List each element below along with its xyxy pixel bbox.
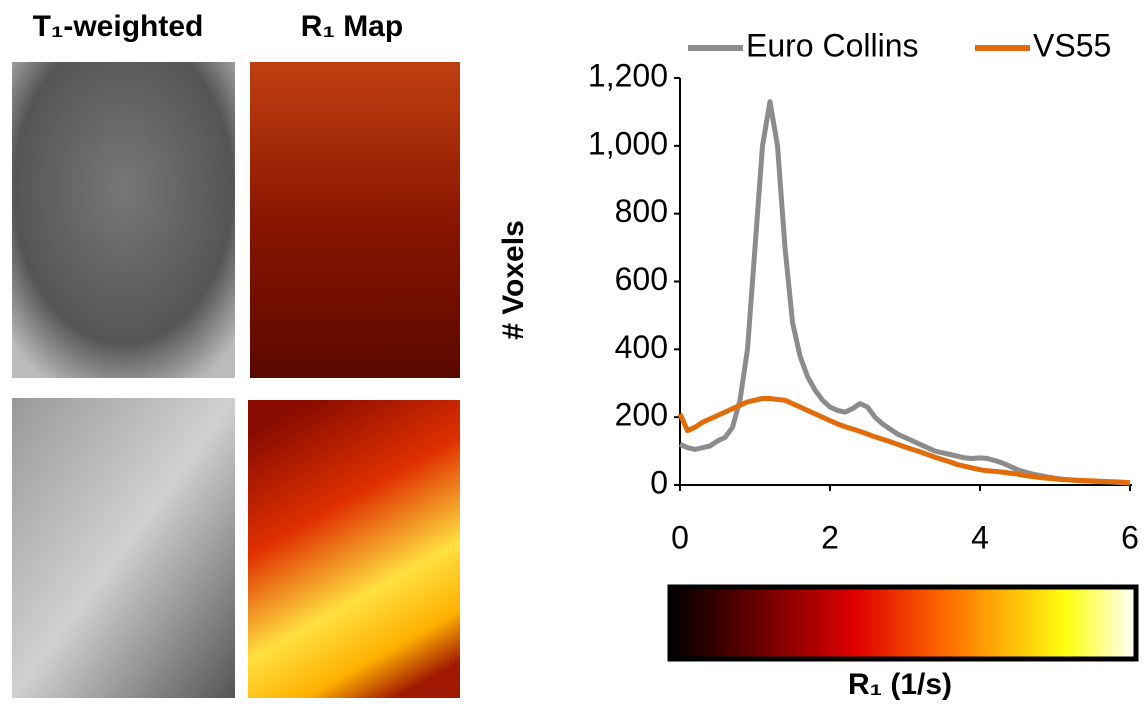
- colorbar: [667, 584, 1139, 662]
- y-tick-label: 800: [615, 193, 668, 229]
- series-line: [678, 99, 1131, 486]
- panel-label: R₁ Map: [301, 10, 403, 43]
- y-tick-label: 1,000: [588, 125, 668, 161]
- r1-map: [250, 62, 460, 378]
- y-axis-label: # Voxels: [497, 220, 530, 340]
- x-tick-label: 4: [971, 519, 989, 555]
- x-tick-label: 2: [821, 519, 839, 555]
- legend-label: Euro Collins: [746, 27, 919, 63]
- r1-map: [248, 400, 460, 698]
- panel-label: T₁-weighted: [33, 10, 204, 43]
- series-line: [677, 396, 1131, 486]
- x-axis-label: R₁ (1/s): [848, 668, 952, 701]
- legend-label: VS55: [1033, 27, 1111, 63]
- y-tick-label: 600: [615, 261, 668, 297]
- x-tick-label: 0: [671, 519, 689, 555]
- mri-image: [12, 62, 235, 378]
- y-tick-label: 1,200: [588, 57, 668, 93]
- y-tick-label: 200: [615, 397, 668, 433]
- y-tick-label: 400: [615, 329, 668, 365]
- y-tick-label: 0: [650, 464, 668, 500]
- x-tick-label: 6: [1121, 519, 1139, 555]
- mri-image: [12, 398, 235, 698]
